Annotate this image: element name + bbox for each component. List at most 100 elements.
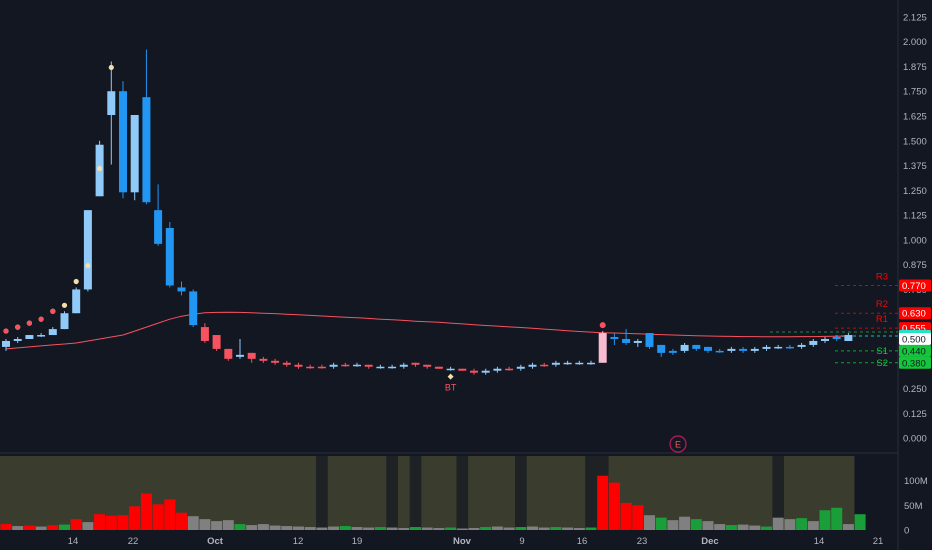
candle-body [165,227,174,286]
shade-gap [772,456,785,530]
candle-body [622,338,631,343]
candle-body [364,364,373,367]
level-name: R1 [876,314,888,325]
level-name: S1 [876,346,888,357]
candle-body [37,335,46,337]
volume-bar [316,527,328,530]
candle-body [107,91,116,116]
time-tick-label: Nov [453,536,472,547]
candle-body [83,210,92,290]
shade-gap [316,456,328,530]
volume-bar [257,524,269,530]
time-tick-label: 22 [128,536,139,547]
time-axis[interactable]: 14 22 Oct 12 19 Nov 9 16 23 Dec 14 21 [68,536,884,547]
time-tick-label: 14 [814,536,825,547]
level-price-text: 0.630 [902,309,926,320]
shade-gap [409,456,422,530]
volume-bar [725,525,737,530]
marker-diamond [447,373,454,380]
time-tick-label: 21 [873,536,884,547]
bullish-dot [61,302,68,308]
marker-label: BT [445,383,457,393]
candle-body [200,327,209,341]
volume-bar [480,527,492,530]
candle-body [551,362,560,365]
candle-body [821,338,829,341]
volume-bar [562,527,574,530]
bullish-dot [108,64,114,71]
candle-body [528,364,537,367]
time-tick-label: 19 [352,536,363,547]
volume-bar [246,525,258,530]
candle-body [271,360,280,363]
volume-bar [374,527,386,530]
candle-body [762,346,771,349]
candle-body [13,338,22,341]
candle-body [130,115,139,193]
level-price-box [899,279,931,292]
price-tick-label: 0.000 [903,434,927,445]
candle-body [598,333,607,363]
bearish-dot [15,324,21,330]
level-price-box [899,356,931,369]
bullish-dot [97,165,103,172]
volume-bar [12,526,24,530]
candle-body [540,364,549,367]
bearish-dot [26,320,32,326]
candle-body [516,366,525,369]
bearish-dot [599,322,606,329]
volume-bar [515,527,527,530]
volume-bar [23,525,35,530]
volume-bar [608,482,620,530]
candle-body [727,348,736,351]
candle-body [446,368,455,371]
candle-body [692,344,701,349]
earnings-circle [669,435,687,453]
volume-bar [187,516,199,530]
time-tick-label: 12 [293,536,304,547]
candle-body [48,329,57,336]
volume-bar [351,527,363,530]
volume-bar [70,519,82,530]
candle-body [119,91,127,193]
volume-bar [105,515,117,530]
volume-bar [199,519,211,530]
bullish-dot [73,278,79,285]
volume-bar [761,526,772,530]
time-tick-label: 14 [68,536,79,547]
volume-bar [445,527,457,530]
volume-bar [363,527,375,530]
level-price-text: 0.770 [902,281,926,292]
volume-tick-label: 50M [904,501,923,512]
volume-bar [47,525,59,530]
moving-average [5,311,849,350]
volume-bar [211,521,223,530]
pivot-levels [770,284,898,364]
candle-body [72,289,81,314]
candle-body [212,335,221,349]
level-price-text: 0.555 [902,324,926,335]
level-labels: R30.770R20.630R10.5550.5150.500S10.440S2… [876,271,931,369]
volume-bar [737,524,749,530]
volume-bar [433,528,445,530]
time-tick-label: Dec [701,536,718,547]
signal-dots [3,64,606,334]
candle-body [774,346,783,349]
volume-bar [749,525,761,530]
volume-bar [842,524,854,530]
volume-bar [819,510,831,530]
bullish-dot [85,263,91,269]
volume-bar [222,520,234,530]
shade-gap [456,456,469,530]
price-tick-label: 2.000 [903,37,927,48]
earnings-marker[interactable]: E [669,435,687,453]
level-price-box [899,332,931,345]
volume-bar [0,524,12,530]
volume-bar [269,525,281,530]
price-tick-label: 1.750 [903,87,927,98]
price-tick-label: 0.250 [903,384,927,395]
volume-bar [140,493,152,530]
candle-body [317,366,326,369]
candle-body [259,358,268,361]
candle-body [376,366,385,369]
